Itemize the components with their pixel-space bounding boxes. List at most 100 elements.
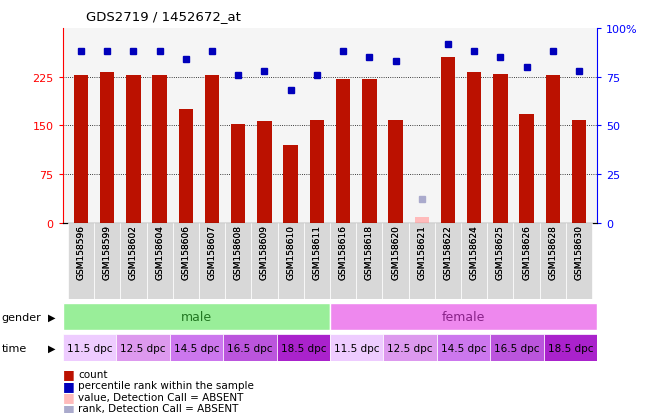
Text: GSM158604: GSM158604: [155, 225, 164, 279]
Text: value, Detection Call = ABSENT: value, Detection Call = ABSENT: [78, 392, 244, 402]
Text: GSM158626: GSM158626: [522, 225, 531, 279]
Text: GSM158621: GSM158621: [417, 225, 426, 279]
Text: GSM158618: GSM158618: [365, 225, 374, 280]
Text: GSM158622: GSM158622: [444, 225, 452, 279]
Bar: [493, 75, 508, 223]
Bar: [356, 223, 382, 299]
Text: 14.5 dpc: 14.5 dpc: [174, 343, 219, 353]
Text: GSM158628: GSM158628: [548, 225, 557, 279]
Text: GSM158610: GSM158610: [286, 225, 295, 280]
Text: GSM158621: GSM158621: [417, 225, 426, 279]
Text: ■: ■: [63, 379, 75, 392]
Bar: [94, 223, 120, 299]
Bar: [414, 218, 429, 223]
Text: GSM158625: GSM158625: [496, 225, 505, 279]
Bar: [336, 79, 350, 223]
Text: GSM158618: GSM158618: [365, 225, 374, 280]
Text: 12.5 dpc: 12.5 dpc: [387, 343, 433, 353]
Bar: [63, 304, 330, 330]
Bar: [278, 223, 304, 299]
Bar: [519, 114, 534, 223]
Text: GSM158610: GSM158610: [286, 225, 295, 280]
Bar: [409, 223, 435, 299]
Text: ▶: ▶: [48, 312, 55, 322]
Bar: [225, 223, 251, 299]
Text: GSM158602: GSM158602: [129, 225, 138, 279]
Bar: [116, 335, 170, 361]
Text: 14.5 dpc: 14.5 dpc: [441, 343, 486, 353]
Text: GSM158630: GSM158630: [574, 225, 583, 280]
Text: male: male: [181, 311, 212, 323]
Bar: [74, 76, 88, 223]
Bar: [572, 121, 586, 223]
Text: GSM158630: GSM158630: [574, 225, 583, 280]
Bar: [120, 223, 147, 299]
Text: gender: gender: [1, 312, 41, 322]
Bar: [310, 121, 324, 223]
Text: 16.5 dpc: 16.5 dpc: [227, 343, 273, 353]
Bar: [231, 125, 246, 223]
Bar: [63, 335, 116, 361]
Bar: [388, 121, 403, 223]
Text: ■: ■: [63, 402, 75, 413]
Bar: [68, 223, 94, 299]
Bar: [513, 223, 540, 299]
Bar: [277, 335, 330, 361]
Bar: [382, 223, 409, 299]
Bar: [179, 110, 193, 223]
Text: GSM158608: GSM158608: [234, 225, 243, 280]
Text: GSM158596: GSM158596: [77, 225, 86, 280]
Text: ■: ■: [63, 390, 75, 404]
Text: GSM158604: GSM158604: [155, 225, 164, 279]
Bar: [126, 76, 141, 223]
Bar: [544, 335, 597, 361]
Bar: [490, 335, 544, 361]
Text: GSM158624: GSM158624: [470, 225, 478, 279]
Bar: [441, 58, 455, 223]
Bar: [540, 223, 566, 299]
Text: ■: ■: [63, 367, 75, 380]
Bar: [257, 121, 272, 223]
Bar: [205, 76, 219, 223]
Text: GSM158620: GSM158620: [391, 225, 400, 279]
Text: GSM158611: GSM158611: [312, 225, 321, 280]
Text: GDS2719 / 1452672_at: GDS2719 / 1452672_at: [86, 10, 241, 23]
Bar: [566, 223, 592, 299]
Bar: [173, 223, 199, 299]
Text: GSM158622: GSM158622: [444, 225, 452, 279]
Bar: [152, 76, 167, 223]
Text: 18.5 dpc: 18.5 dpc: [280, 343, 326, 353]
Text: GSM158606: GSM158606: [182, 225, 190, 280]
Bar: [330, 304, 597, 330]
Text: GSM158596: GSM158596: [77, 225, 86, 280]
Text: GSM158609: GSM158609: [260, 225, 269, 280]
Text: GSM158606: GSM158606: [182, 225, 190, 280]
Text: GSM158607: GSM158607: [208, 225, 216, 280]
Text: GSM158624: GSM158624: [470, 225, 478, 279]
Bar: [284, 145, 298, 223]
Text: 18.5 dpc: 18.5 dpc: [548, 343, 593, 353]
Bar: [147, 223, 173, 299]
Text: time: time: [1, 343, 26, 353]
Text: GSM158626: GSM158626: [522, 225, 531, 279]
Text: GSM158611: GSM158611: [312, 225, 321, 280]
Bar: [546, 76, 560, 223]
Bar: [330, 335, 383, 361]
Text: GSM158608: GSM158608: [234, 225, 243, 280]
Bar: [467, 73, 481, 223]
Bar: [199, 223, 225, 299]
Text: female: female: [442, 311, 485, 323]
Text: GSM158616: GSM158616: [339, 225, 348, 280]
Bar: [487, 223, 513, 299]
Text: GSM158609: GSM158609: [260, 225, 269, 280]
Bar: [383, 335, 437, 361]
Text: ▶: ▶: [48, 343, 55, 353]
Text: GSM158620: GSM158620: [391, 225, 400, 279]
Text: GSM158599: GSM158599: [103, 225, 112, 280]
Text: GSM158602: GSM158602: [129, 225, 138, 279]
Bar: [170, 335, 223, 361]
Bar: [461, 223, 487, 299]
Text: 16.5 dpc: 16.5 dpc: [494, 343, 540, 353]
Text: GSM158607: GSM158607: [208, 225, 216, 280]
Text: count: count: [78, 369, 108, 379]
